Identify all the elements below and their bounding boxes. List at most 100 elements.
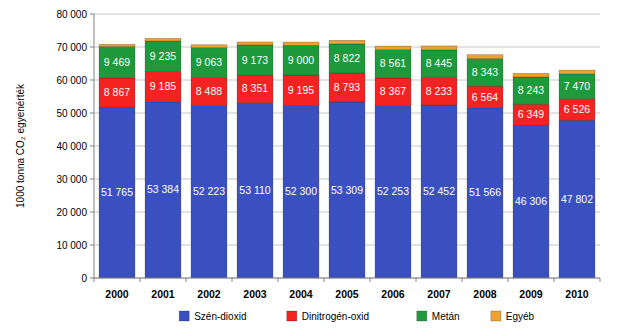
data-label: 52 223 — [193, 185, 225, 197]
data-label: 8 367 — [380, 85, 406, 97]
bars — [99, 38, 595, 278]
x-axis: 2000200120022003200420052006200720082009… — [94, 278, 600, 300]
bar-segment — [513, 125, 549, 278]
bar-segment — [99, 47, 135, 78]
bar-segment — [559, 120, 595, 278]
bar-segment — [375, 106, 411, 278]
data-label: 9 173 — [242, 54, 268, 66]
bar-segment — [375, 78, 411, 106]
bar-segment — [375, 50, 411, 78]
bar-segment — [145, 38, 181, 41]
bar-segment — [145, 41, 181, 71]
bar-segment — [191, 45, 227, 48]
data-label: 53 384 — [147, 183, 179, 195]
data-label: 46 306 — [515, 195, 547, 207]
legend-swatch — [287, 311, 297, 321]
x-tick — [370, 278, 371, 282]
data-label: 8 488 — [196, 85, 222, 97]
bar-segment — [191, 48, 227, 78]
legend-swatch — [179, 311, 189, 321]
x-tick — [186, 278, 187, 282]
data-label: 6 526 — [564, 103, 590, 115]
y-axis-line — [94, 14, 95, 278]
bar-segment — [467, 59, 503, 87]
bar-segment — [513, 104, 549, 125]
y-tick-label: 80 000 — [56, 9, 87, 20]
bar-segment — [237, 42, 273, 45]
x-tick — [140, 278, 141, 282]
data-label: 52 253 — [377, 185, 409, 197]
data-label: 51 765 — [101, 186, 133, 198]
legend-label: Szén-dioxid — [194, 311, 246, 322]
y-tick-label: 0 — [81, 273, 87, 284]
data-label: 6 349 — [518, 108, 544, 120]
grid — [94, 14, 600, 278]
bar-segment — [329, 44, 365, 73]
bar-segment — [191, 106, 227, 278]
x-tick — [600, 278, 601, 282]
x-tick-label: 2000 — [105, 288, 129, 300]
x-tick — [278, 278, 279, 282]
legend-label: Dinitrogén-oxid — [302, 311, 369, 322]
x-tick-label: 2006 — [381, 288, 405, 300]
data-label: 9 063 — [196, 56, 222, 68]
data-label: 52 300 — [285, 185, 317, 197]
bar-segment — [237, 45, 273, 75]
legend-swatch — [417, 311, 427, 321]
data-label: 7 470 — [564, 80, 590, 92]
bar-segment — [237, 75, 273, 103]
x-tick-label: 2001 — [151, 288, 175, 300]
bar-segment — [283, 42, 319, 45]
legend: Szén-dioxidDinitrogén-oxidMetánEgyéb — [179, 311, 534, 322]
x-tick-label: 2004 — [289, 288, 313, 300]
bar-segment — [559, 74, 595, 99]
y-axis: 010 00020 00030 00040 00050 00060 00070 … — [56, 9, 94, 284]
y-tick — [90, 14, 94, 15]
bar-segment — [145, 102, 181, 278]
y-tick-label: 30 000 — [56, 174, 87, 185]
x-tick — [324, 278, 325, 282]
data-label: 47 802 — [561, 193, 593, 205]
data-label: 8 445 — [426, 57, 452, 69]
x-tick-label: 2002 — [197, 288, 221, 300]
bar-segment — [421, 50, 457, 78]
bar-segment — [283, 75, 319, 105]
bar-segment — [329, 102, 365, 278]
y-tick-label: 60 000 — [56, 75, 87, 86]
x-tick — [554, 278, 555, 282]
bar-segment — [237, 103, 273, 278]
data-label: 6 564 — [472, 91, 498, 103]
data-label: 8 561 — [380, 57, 406, 69]
y-tick-label: 50 000 — [56, 108, 87, 119]
y-tick-label: 20 000 — [56, 207, 87, 218]
bar-segment — [283, 105, 319, 278]
data-label: 51 566 — [469, 186, 501, 198]
bar-segment — [421, 105, 457, 278]
bar-segment — [421, 78, 457, 105]
bar-segment — [559, 99, 595, 121]
data-label: 8 867 — [104, 86, 130, 98]
bar-segment — [283, 45, 319, 75]
data-label: 9 185 — [150, 80, 176, 92]
bar-segment — [375, 46, 411, 50]
y-tick — [90, 80, 94, 81]
y-tick — [90, 212, 94, 213]
legend-swatch — [491, 311, 501, 321]
bar-segment — [99, 78, 135, 107]
y-tick-label: 40 000 — [56, 141, 87, 152]
data-label: 53 110 — [239, 184, 270, 196]
grid-line — [94, 14, 600, 15]
y-tick-label: 70 000 — [56, 42, 87, 53]
x-tick-label: 2007 — [427, 288, 451, 300]
bar-segment — [513, 73, 549, 77]
data-label: 52 452 — [423, 185, 455, 197]
y-tick — [90, 47, 94, 48]
chart: 010 00020 00030 00040 00050 00060 00070 … — [0, 0, 621, 333]
x-tick — [508, 278, 509, 282]
y-tick — [90, 278, 94, 279]
legend-label: Egyéb — [506, 311, 535, 322]
x-axis-line — [94, 278, 600, 279]
bar-segment — [191, 78, 227, 106]
bar-segment — [99, 44, 135, 46]
y-tick — [90, 245, 94, 246]
